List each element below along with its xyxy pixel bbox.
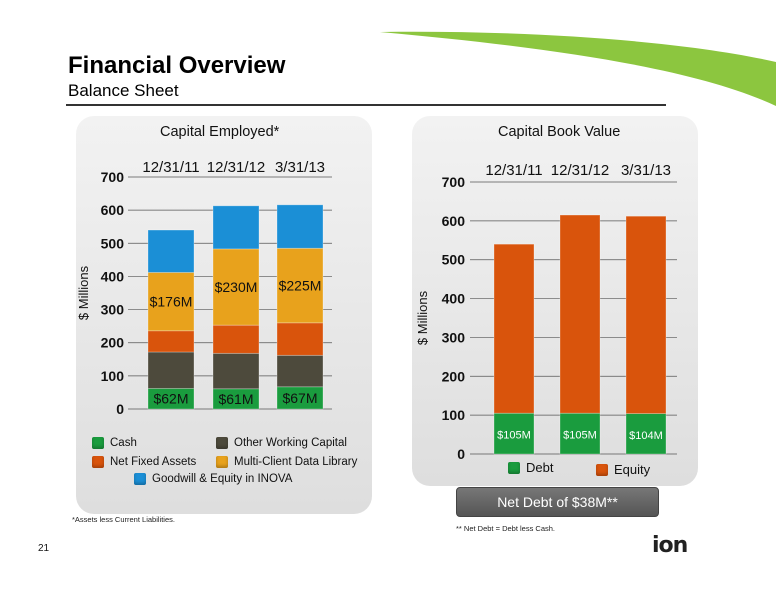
bar-other-working-capital-12-31-12: [212, 352, 260, 390]
bar-other-working-capital-12-31-11: [147, 351, 195, 389]
bar-equity-12-31-11: [493, 243, 535, 414]
data-label-multi-client-data-library-12-31-11: $176M: [150, 294, 193, 310]
bar-equity-3-31-13: [625, 215, 667, 414]
y-tick-label-200: 200: [101, 335, 125, 351]
data-label-multi-client-data-library-12-31-12: $230M: [215, 279, 258, 295]
legend-label-goodwill-equity-inova: Goodwill & Equity in INOVA: [152, 473, 293, 485]
y-axis-label: $ Millions: [76, 265, 91, 320]
y-tick-label-200: 200: [442, 368, 466, 384]
data-label-debt-3-31-13: $104M: [629, 430, 663, 442]
bar-multi-client-data-library-3-31-13: [276, 247, 324, 324]
page-number: 21: [38, 543, 50, 554]
legend-item-other-working-capital: Other Working Capital: [216, 437, 347, 449]
data-label-cash-3-31-13: $67M: [282, 390, 317, 406]
y-tick-label-500: 500: [442, 252, 466, 268]
legend-item-cash: Cash: [92, 437, 137, 449]
swoosh-shape: [380, 31, 776, 106]
legend-item-multi-client-data-library: Multi-Client Data Library: [216, 456, 357, 468]
y-tick-label-0: 0: [116, 401, 124, 417]
y-tick-label-500: 500: [101, 235, 125, 251]
legend-item-goodwill-equity-inova: Goodwill & Equity in INOVA: [134, 473, 292, 485]
footnote-net-debt: ** Net Debt = Debt less Cash.: [456, 524, 556, 533]
legend-label-equity: Equity: [614, 462, 651, 477]
y-tick-label-300: 300: [442, 329, 466, 345]
capital-employed-title: Capital Employed*: [160, 124, 280, 140]
page-subtitle: Balance Sheet: [68, 81, 179, 100]
legend-swatch-equity: [596, 463, 608, 476]
y-tick-label-400: 400: [442, 291, 466, 307]
y-tick-label-300: 300: [101, 302, 125, 318]
data-label-cash-12-31-11: $62M: [153, 391, 188, 407]
legend-item-net-fixed-assets: Net Fixed Assets: [92, 456, 196, 468]
legend-label-net-fixed-assets: Net Fixed Assets: [110, 456, 197, 468]
y-tick-label-700: 700: [442, 174, 466, 190]
net-debt-callout: Net Debt of $38M**: [456, 487, 659, 517]
legend-swatch-net-fixed-assets: [92, 456, 104, 468]
y-tick-label-600: 600: [101, 202, 125, 218]
bar-net-fixed-assets-12-31-12: [212, 324, 260, 354]
category-label-3-31-13: 3/31/13: [275, 159, 325, 176]
bar-debt-12-31-11: [493, 412, 535, 455]
legend-swatch-multi-client-data-library: [216, 456, 228, 468]
bar-goodwill-equity-in-inova-12-31-11: [147, 229, 195, 273]
legend-swatch-debt: [508, 461, 520, 474]
legend-swatch-goodwill-equity-inova: [134, 473, 146, 485]
legend-item-debt: Debt: [508, 460, 553, 475]
data-label-multi-client-data-library-3-31-13: $225M: [279, 278, 322, 294]
bar-debt-12-31-12: [559, 412, 601, 455]
bar-multi-client-data-library-12-31-11: [147, 272, 195, 332]
y-tick-label-600: 600: [442, 213, 466, 229]
data-label-debt-12-31-12: $105M: [563, 430, 597, 442]
bar-multi-client-data-library-12-31-12: [212, 248, 260, 326]
bar-equity-12-31-12: [559, 214, 601, 414]
bar-goodwill-equity-in-inova-12-31-12: [212, 205, 260, 250]
y-axis-label: $ Millions: [415, 290, 430, 345]
data-label-cash-12-31-12: $61M: [218, 391, 253, 407]
legend-label-cash: Cash: [110, 437, 137, 449]
legend-label-multi-client-data-library: Multi-Client Data Library: [234, 456, 358, 468]
footnote-capital-employed: *Assets less Current Liabilities.: [72, 515, 175, 524]
green-swoosh-decoration: [380, 31, 776, 106]
y-tick-label-0: 0: [457, 446, 465, 462]
y-tick-label-100: 100: [442, 407, 466, 423]
ion-logo: ion: [652, 533, 688, 558]
category-label-12-31-12: 12/31/12: [551, 162, 609, 179]
y-tick-label-700: 700: [101, 169, 125, 185]
bar-other-working-capital-3-31-13: [276, 354, 324, 388]
title-divider: [66, 104, 666, 106]
page-title: Financial Overview: [68, 52, 286, 79]
category-label-12-31-12: 12/31/12: [207, 159, 265, 176]
bar-net-fixed-assets-12-31-11: [147, 330, 195, 353]
y-tick-label-400: 400: [101, 268, 125, 284]
legend-label-other-working-capital: Other Working Capital: [234, 437, 347, 449]
bar-debt-3-31-13: [625, 413, 667, 455]
bar-goodwill-equity-in-inova-3-31-13: [276, 204, 324, 249]
y-tick-label-100: 100: [101, 368, 125, 384]
legend-label-debt: Debt: [526, 460, 554, 475]
legend-swatch-other-working-capital: [216, 437, 228, 449]
category-label-3-31-13: 3/31/13: [621, 162, 671, 179]
legend-swatch-cash: [92, 437, 104, 449]
category-label-12-31-11: 12/31/11: [142, 159, 199, 176]
category-label-12-31-11: 12/31/11: [485, 162, 542, 179]
data-label-debt-12-31-11: $105M: [497, 430, 531, 442]
capital-book-value-title: Capital Book Value: [498, 124, 621, 140]
bar-net-fixed-assets-3-31-13: [276, 322, 324, 356]
legend-item-equity: Equity: [596, 462, 650, 477]
